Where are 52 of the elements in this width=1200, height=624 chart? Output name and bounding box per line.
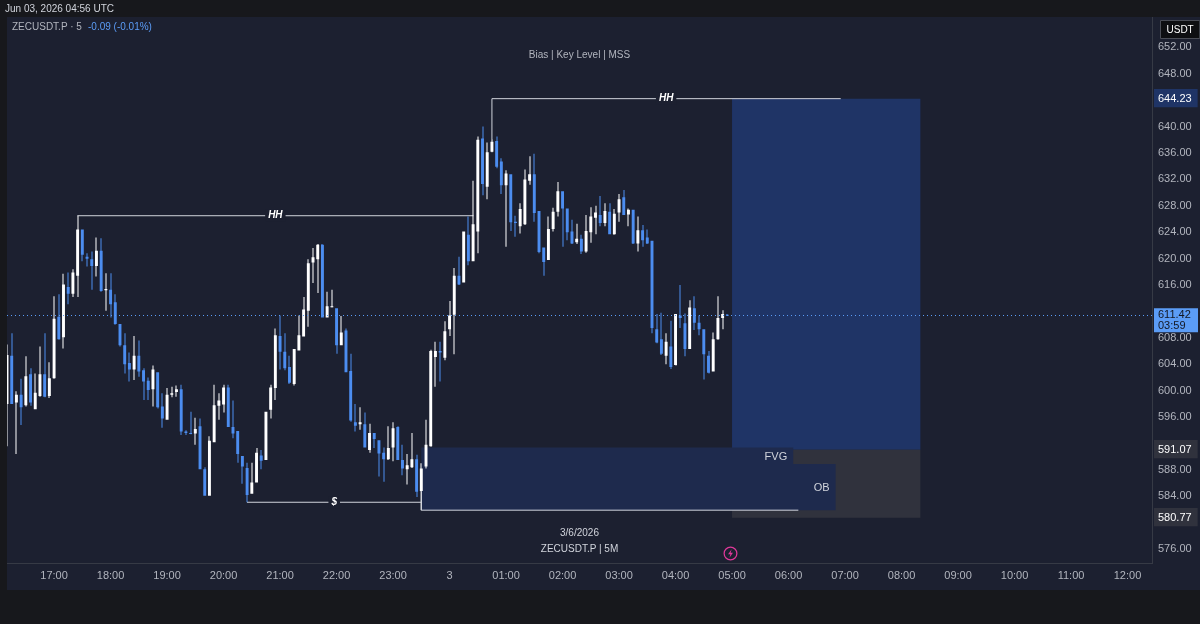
y-axis-title: USDT: [1166, 23, 1194, 35]
x-tick-label: 17:00: [40, 568, 68, 581]
x-tick-label: 10:00: [1000, 568, 1029, 581]
x-tick-label: 20:00: [209, 568, 238, 581]
x-tick-label: 3: [446, 568, 453, 581]
x-tick-label: 12:00: [1113, 568, 1142, 581]
ref-line-label: 611.42 03:59: [1158, 307, 1191, 331]
annotation: FVG: [764, 449, 788, 462]
y-tick-label: 591.07: [1158, 442, 1192, 455]
annotation: ZECUSDT.P · 5: [12, 20, 83, 32]
y-tick-label: 644.23: [1158, 91, 1192, 104]
text: Bias | Key Level | MSS: [528, 48, 631, 60]
x-tick-label: 18:00: [96, 568, 125, 581]
y-tick-label: 604.00: [1158, 357, 1192, 370]
y-tick-label: 628.00: [1158, 198, 1192, 211]
text: Jun 03, 2026 04:56 UTC: [5, 2, 114, 14]
x-tick-label: 21:00: [266, 568, 294, 581]
y-tick-label: 632.00: [1158, 172, 1192, 185]
x-tick-label: 03:00: [605, 568, 633, 581]
x-tick-label: 05:00: [718, 568, 746, 581]
y-tick-label: 640.00: [1158, 119, 1192, 132]
x-tick-label: 22:00: [322, 568, 351, 581]
annotation: ZECUSDT.P | 5M: [540, 542, 619, 554]
y-tick-label: 580.77: [1158, 510, 1192, 523]
x-tick-label: 01:00: [492, 568, 520, 581]
y-tick-label: 636.00: [1158, 146, 1192, 159]
x-tick-label: 11:00: [1057, 568, 1085, 581]
x-tick-label: 19:00: [153, 568, 181, 581]
y-tick-label: 616.00: [1158, 278, 1192, 291]
y-tick-label: 620.00: [1158, 251, 1192, 264]
x-tick-label: 23:00: [379, 568, 407, 581]
series-label: $: [330, 496, 338, 508]
x-tick-label: 06:00: [774, 568, 803, 581]
x-tick-label: 07:00: [831, 568, 859, 581]
annotation: OB: [813, 481, 830, 494]
x-tick-label: 08:00: [887, 568, 916, 581]
y-tick-label: 576.00: [1158, 542, 1192, 555]
x-tick-label: 04:00: [661, 568, 690, 581]
y-tick-label: 648.00: [1158, 66, 1192, 79]
y-tick-label: 584.00: [1158, 489, 1192, 502]
series-label: HH: [268, 209, 284, 221]
annotation: -0.09 (-0.01%): [88, 20, 152, 32]
y-tick-label: 596.00: [1158, 410, 1192, 423]
x-tick-label: 09:00: [944, 568, 972, 581]
y-tick-label: 652.00: [1158, 40, 1192, 53]
y-tick-label: 588.00: [1158, 462, 1192, 475]
y-tick-label: 600.00: [1158, 383, 1192, 396]
y-tick-label: 624.00: [1158, 225, 1192, 238]
series-label: HH: [658, 92, 675, 104]
y-tick-label: 608.00: [1158, 330, 1192, 343]
annotation: 3/6/2026: [560, 526, 600, 538]
x-tick-label: 02:00: [548, 568, 577, 581]
